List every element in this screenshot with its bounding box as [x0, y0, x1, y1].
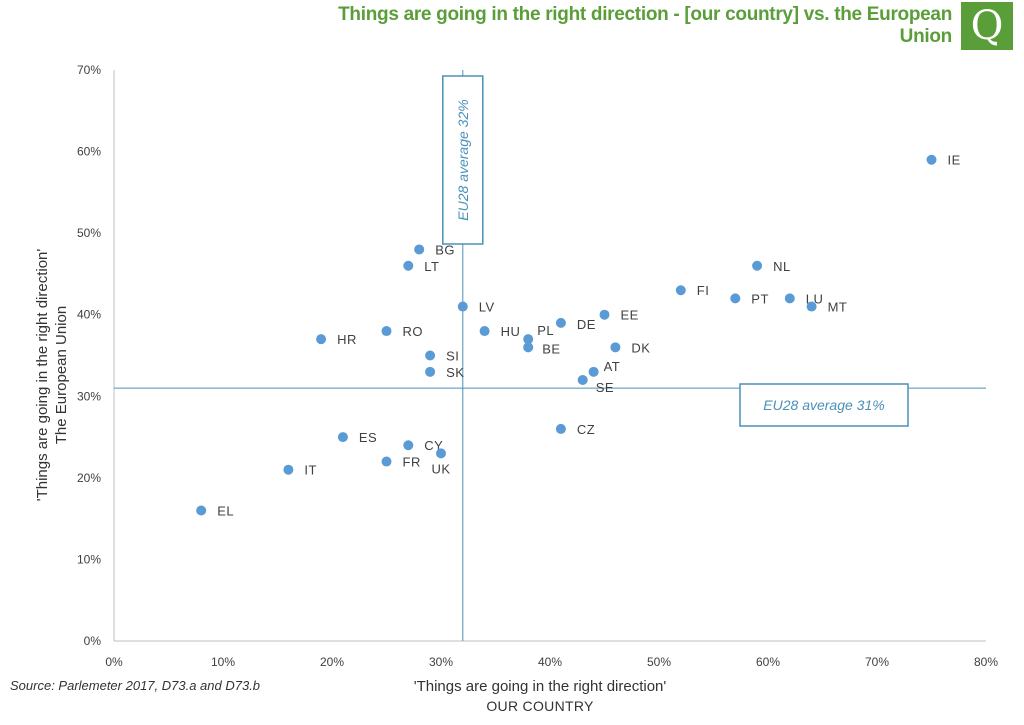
point-uk-marker — [436, 448, 446, 459]
chart-title: Things are going in the right direction … — [338, 4, 952, 47]
point-uk-label: UK — [431, 461, 450, 476]
y-tick-label: 40% — [77, 308, 101, 322]
point-hu-marker — [479, 326, 490, 337]
point-hr-label: HR — [337, 332, 357, 347]
point-ie-marker — [926, 154, 937, 165]
point-hu-label: HU — [501, 324, 521, 339]
point-bg-marker — [414, 244, 425, 255]
point-pl-marker — [523, 334, 534, 345]
x-tick-label: 0% — [105, 655, 123, 669]
x-tick-label: 70% — [865, 655, 889, 669]
point-cy-marker — [403, 440, 414, 451]
eu-average-vertical-label-box — [442, 75, 484, 245]
point-cz-label: CZ — [577, 422, 595, 437]
x-tick-label: 50% — [647, 655, 671, 669]
y-axis-title-line-1: 'Things are going in the right direction… — [34, 248, 51, 502]
x-tick-label: 60% — [756, 655, 780, 669]
y-axis-title-line-2: The European Union — [53, 305, 70, 445]
point-ro-marker — [381, 326, 392, 337]
y-tick-label: 50% — [77, 226, 101, 240]
point-it-label: IT — [304, 463, 317, 478]
point-nl-marker — [752, 260, 763, 271]
x-axis-title-line-2: OUR COUNTRY — [486, 698, 594, 714]
y-tick-label: 10% — [77, 552, 101, 566]
point-se-label: SE — [596, 380, 614, 395]
x-tick-label: 40% — [538, 655, 562, 669]
point-si-marker — [425, 350, 436, 361]
point-de-marker — [555, 317, 566, 328]
point-bg-label: BG — [435, 242, 455, 257]
point-ee-label: EE — [621, 308, 639, 323]
y-tick-label: 0% — [84, 634, 102, 648]
point-ie-label: IE — [948, 153, 961, 168]
point-hr-marker — [316, 334, 327, 345]
point-ro-label: RO — [403, 324, 424, 339]
point-pt-label: PT — [751, 291, 769, 306]
point-sk-marker — [425, 366, 436, 377]
point-cz-marker — [555, 423, 566, 434]
point-dk-label: DK — [631, 340, 650, 355]
point-sk-label: SK — [446, 365, 464, 380]
eu-average-vertical-label: EU28 average 32% — [455, 99, 471, 220]
point-fr-label: FR — [403, 455, 421, 470]
point-at-label: AT — [604, 359, 621, 374]
x-tick-label: 80% — [974, 655, 998, 669]
point-es-marker — [337, 432, 348, 443]
point-be-label: BE — [542, 341, 560, 356]
y-tick-label: 60% — [77, 145, 101, 159]
y-tick-label: 30% — [77, 389, 101, 403]
point-be-marker — [523, 342, 534, 353]
y-tick-label: 20% — [77, 471, 101, 485]
point-lv-label: LV — [479, 300, 495, 315]
point-lt-marker — [403, 260, 414, 271]
eu-average-horizontal-label-box — [739, 383, 909, 427]
x-tick-label: 10% — [211, 655, 235, 669]
y-tick-label: 70% — [77, 63, 101, 77]
point-it-marker — [283, 464, 294, 475]
point-lu-marker — [784, 293, 795, 304]
point-el-marker — [196, 505, 207, 516]
point-dk-marker — [610, 342, 621, 353]
eu-average-horizontal-label: EU28 average 31% — [763, 397, 884, 413]
point-es-label: ES — [359, 430, 377, 445]
x-tick-label: 20% — [320, 655, 344, 669]
source-note: Source: Parlemeter 2017, D73.a and D73.b — [10, 678, 261, 693]
point-pl-label: PL — [537, 323, 554, 338]
point-nl-label: NL — [773, 259, 791, 274]
point-el-label: EL — [217, 503, 234, 518]
point-se-marker — [577, 374, 588, 385]
point-fi-label: FI — [697, 283, 710, 298]
point-fr-marker — [381, 456, 392, 467]
point-lt-label: LT — [424, 259, 439, 274]
point-ee-marker — [599, 309, 610, 320]
q-logo: Q — [961, 2, 1013, 50]
point-mt-label: MT — [828, 300, 848, 315]
point-si-label: SI — [446, 349, 459, 364]
point-pt-marker — [730, 293, 741, 304]
point-de-label: DE — [577, 317, 596, 332]
x-tick-label: 30% — [429, 655, 453, 669]
point-at-marker — [588, 366, 599, 377]
point-lv-marker — [457, 301, 468, 312]
x-axis-title-line-1: 'Things are going in the right direction… — [413, 678, 667, 695]
point-fi-marker — [675, 285, 686, 296]
point-mt-marker — [806, 301, 817, 312]
